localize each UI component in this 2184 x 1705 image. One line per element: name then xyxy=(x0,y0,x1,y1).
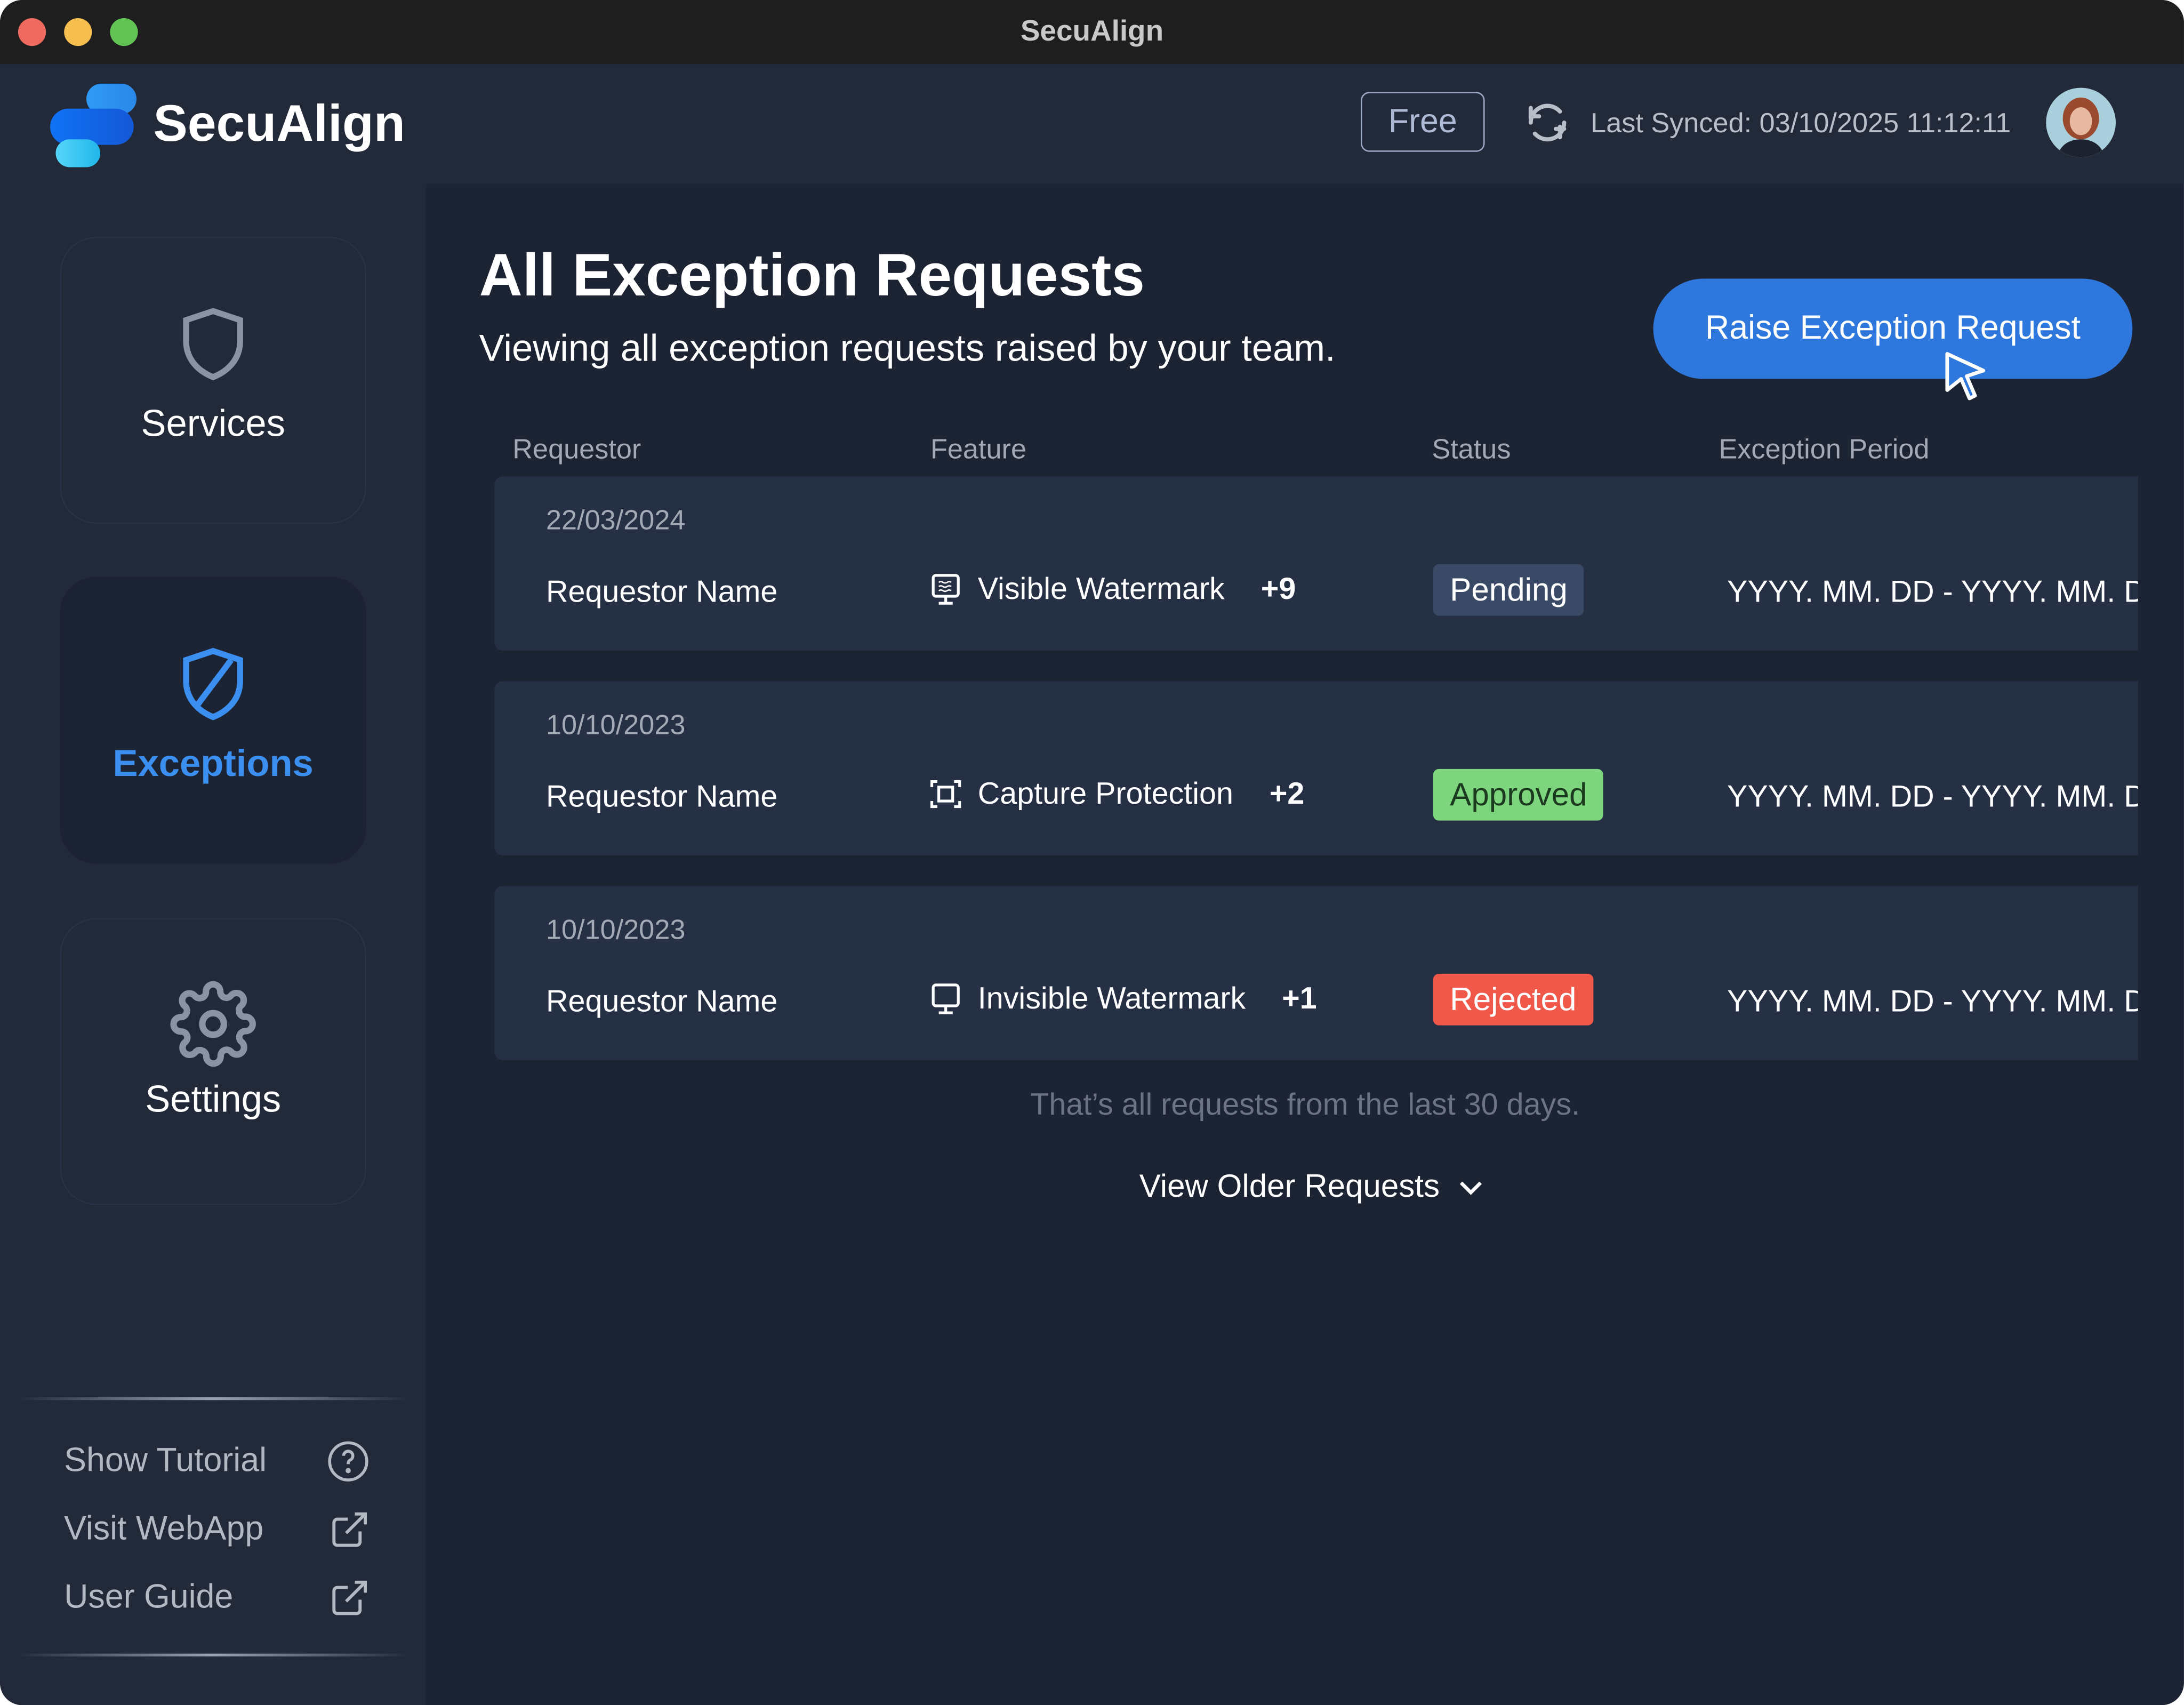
footer-link-label: User Guide xyxy=(64,1578,234,1616)
close-window-button[interactable] xyxy=(18,18,46,46)
external-link-icon xyxy=(332,1580,367,1615)
request-date: 22/03/2024 xyxy=(545,506,686,537)
last-synced-text: Last Synced: 03/10/2025 11:12:11 xyxy=(1591,108,2011,140)
more-features-count[interactable]: +9 xyxy=(1260,571,1296,606)
chevron-down-icon xyxy=(1459,1181,1482,1195)
mouse-cursor-icon xyxy=(1945,352,1986,401)
column-header-feature[interactable]: Feature xyxy=(930,435,1027,466)
exception-period: YYYY. MM. DD - YYYY. MM. DD xyxy=(1727,779,2138,814)
sidebar: Services Exceptions Settings Show Tutori… xyxy=(0,183,427,1705)
table-row[interactable]: 10/10/2023 Requestor Name Invisible Wate… xyxy=(494,886,2138,1060)
help-circle-icon xyxy=(328,1441,368,1482)
table-row[interactable]: 10/10/2023 Requestor Name Capture Protec… xyxy=(494,681,2138,855)
raise-exception-request-button[interactable]: Raise Exception Request xyxy=(1653,278,2133,379)
end-of-list-message: That’s all requests from the last 30 day… xyxy=(1030,1086,1580,1122)
feature-cell: Capture Protection +2 xyxy=(930,776,1304,812)
sidebar-divider xyxy=(17,1653,410,1656)
feature-name: Capture Protection xyxy=(977,775,1233,811)
sidebar-item-exceptions[interactable]: Exceptions xyxy=(60,577,367,864)
footer-link-label: Visit WebApp xyxy=(64,1510,264,1548)
requestor-name: Requestor Name xyxy=(545,983,778,1019)
shield-icon xyxy=(183,308,243,381)
secualign-logo-icon xyxy=(50,83,136,167)
footer-link-label: Show Tutorial xyxy=(64,1442,267,1480)
column-header-exception-period[interactable]: Exception Period xyxy=(1719,435,1930,466)
maximize-window-button[interactable] xyxy=(110,18,138,46)
sidebar-divider xyxy=(17,1397,410,1400)
plan-badge[interactable]: Free xyxy=(1361,92,1485,152)
column-header-status[interactable]: Status xyxy=(1432,435,1511,466)
status-badge: Pending xyxy=(1433,564,1585,616)
visit-webapp-link[interactable]: Visit WebApp xyxy=(64,1502,371,1557)
title-bar: SecuAlign xyxy=(0,0,2184,65)
exception-period: YYYY. MM. DD - YYYY. MM. DD xyxy=(1727,983,2138,1019)
view-older-label: View Older Requests xyxy=(1139,1167,1440,1204)
brand-name: SecuAlign xyxy=(153,94,405,152)
request-date: 10/10/2023 xyxy=(545,915,686,946)
exception-period: YYYY. MM. DD - YYYY. MM. DD xyxy=(1727,574,2138,609)
more-features-count[interactable]: +1 xyxy=(1282,980,1317,1016)
gear-icon xyxy=(170,981,256,1067)
feature-cell: Visible Watermark +9 xyxy=(930,571,1296,607)
sync-icon[interactable] xyxy=(1521,98,1574,148)
user-avatar[interactable] xyxy=(2046,87,2116,158)
view-older-requests-button[interactable]: View Older Requests xyxy=(1139,1167,1484,1205)
request-date: 10/10/2023 xyxy=(545,710,686,741)
sidebar-item-settings[interactable]: Settings xyxy=(60,918,367,1205)
more-features-count[interactable]: +2 xyxy=(1269,775,1305,811)
monitor-watermark-icon xyxy=(932,574,960,605)
sidebar-item-services[interactable]: Services xyxy=(60,237,367,524)
feature-cell: Invisible Watermark +1 xyxy=(930,981,1317,1017)
sidebar-item-label: Services xyxy=(141,402,285,445)
requestor-name: Requestor Name xyxy=(545,574,778,609)
shield-slash-icon xyxy=(183,647,243,721)
capture-frame-icon xyxy=(930,780,961,809)
status-badge: Approved xyxy=(1433,769,1604,821)
sidebar-item-label: Exceptions xyxy=(113,742,314,785)
page-title: All Exception Requests xyxy=(479,242,1145,309)
monitor-icon xyxy=(932,983,960,1014)
status-badge: Rejected xyxy=(1433,973,1593,1026)
app-header: SecuAlign Free Last Synced: 03/10/2025 1… xyxy=(0,64,2184,184)
window-title: SecuAlign xyxy=(1020,15,1164,47)
external-link-icon xyxy=(332,1512,367,1547)
page-subtitle: Viewing all exception requests raised by… xyxy=(479,327,1336,370)
feature-name: Invisible Watermark xyxy=(977,980,1246,1016)
feature-name: Visible Watermark xyxy=(977,571,1225,606)
user-guide-link[interactable]: User Guide xyxy=(64,1570,371,1626)
sidebar-item-label: Settings xyxy=(145,1078,282,1120)
requestor-name: Requestor Name xyxy=(545,779,778,814)
main-content: All Exception Requests Viewing all excep… xyxy=(426,184,2184,1705)
column-header-requestor[interactable]: Requestor xyxy=(512,435,641,466)
table-row[interactable]: 22/03/2024 Requestor Name Visible Waterm… xyxy=(494,476,2138,651)
show-tutorial-link[interactable]: Show Tutorial xyxy=(64,1434,371,1489)
minimize-window-button[interactable] xyxy=(64,18,92,46)
